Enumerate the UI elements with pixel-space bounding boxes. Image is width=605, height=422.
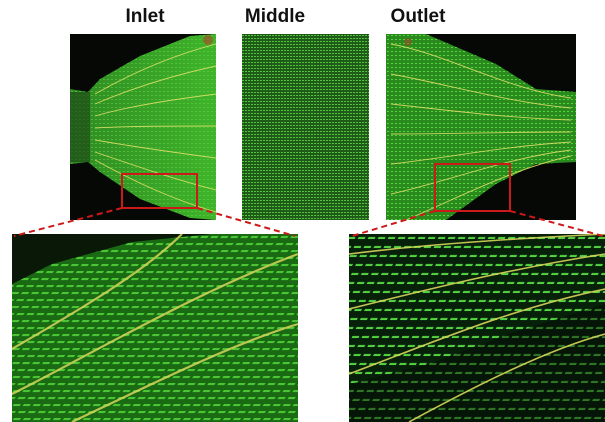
inlet-zoom-image [12,234,298,422]
outlet-highlight-box [434,163,511,212]
outlet-zoom-image [349,234,605,422]
outlet-flow-image [386,34,576,220]
middle-label: Middle [244,6,306,27]
inlet-highlight-box [121,173,198,209]
inlet-flow-image [70,34,216,220]
middle-flow-image [242,34,369,220]
inlet-label: Inlet [125,6,165,27]
outlet-label: Outlet [390,6,446,27]
